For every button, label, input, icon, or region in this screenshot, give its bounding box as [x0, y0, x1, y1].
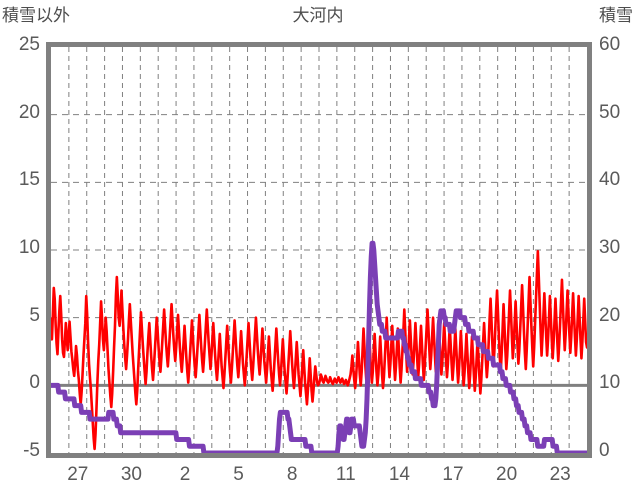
right-axis-tick: 50	[599, 101, 621, 123]
left-axis-tick: 25	[18, 34, 40, 55]
right-axis-tick: 0	[599, 440, 610, 461]
right-axis-tick: 10	[599, 372, 621, 394]
left-axis-tick: 10	[18, 237, 40, 258]
x-axis-tick: 23	[549, 464, 571, 485]
data-series	[51, 240, 587, 453]
x-axis-tick: 17	[442, 464, 464, 485]
x-axis-tick: 30	[120, 464, 142, 485]
page-title: 大河内	[292, 6, 344, 25]
right-axis-tick: 40	[599, 169, 621, 191]
right-axis-tick: 30	[599, 237, 621, 258]
x-axis-tick: 14	[388, 464, 410, 485]
x-axis-tick: 2	[179, 464, 191, 485]
plot-inner	[51, 47, 587, 453]
x-axis-tick: 11	[335, 464, 356, 485]
plot-area	[46, 42, 592, 458]
right-axis-title: 積雪	[599, 6, 633, 25]
left-axis-tick: 20	[18, 101, 40, 123]
right-axis-tick: 60	[599, 34, 621, 55]
x-axis-tick: 27	[67, 464, 89, 485]
x-axis-tick: 20	[496, 464, 518, 485]
right-axis-tick: 20	[599, 304, 621, 326]
left-axis-tick: 15	[18, 169, 40, 191]
left-axis-tick: -5	[23, 440, 40, 461]
x-axis-tick: 8	[286, 464, 298, 485]
x-axis-tick: 5	[233, 464, 244, 485]
left-axis-title: 積雪以外	[2, 6, 70, 25]
left-axis-tick: 5	[29, 304, 40, 326]
left-axis-tick: 0	[29, 372, 40, 394]
